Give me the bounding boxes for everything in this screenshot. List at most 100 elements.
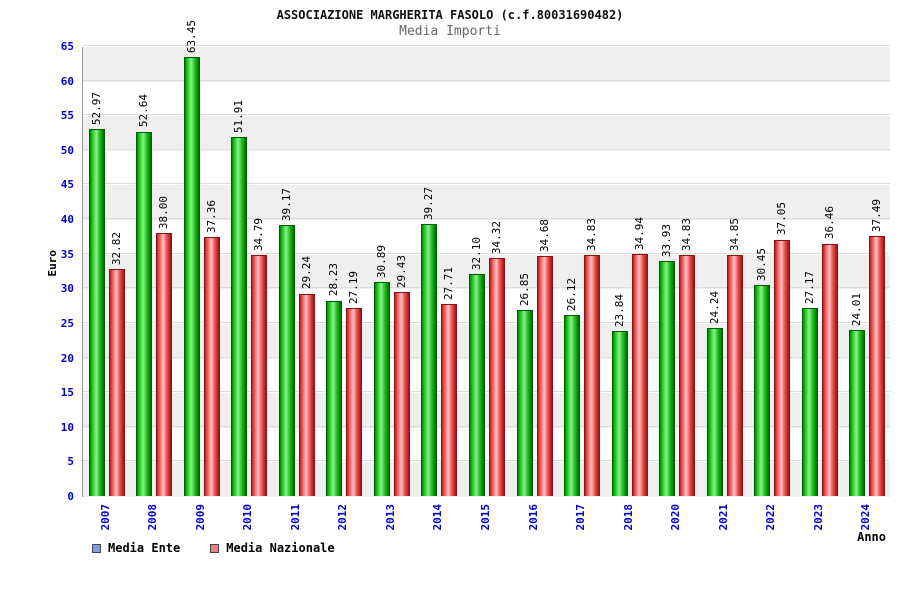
gridline <box>83 460 890 462</box>
y-tick-label: 50 <box>60 143 74 157</box>
grid-band <box>83 81 890 117</box>
bar-media-ente <box>659 261 676 496</box>
bar-value-label: 27.19 <box>347 270 361 304</box>
gridline <box>83 391 890 393</box>
bar-media-nazionale <box>108 268 125 496</box>
plot-area: 52.97 32.82 2007 52.64 38.00 2008 63.45 37.36 20… <box>82 20 890 531</box>
y-tick-label: 15 <box>60 386 74 400</box>
bar-value-label: 52.64 <box>137 94 151 128</box>
y-tick-label: 55 <box>60 109 74 123</box>
gridline <box>83 356 890 358</box>
bar-value-label: 36.46 <box>822 206 836 240</box>
bar-value-label: 37.36 <box>204 200 218 234</box>
bar-value-label: 34.32 <box>490 221 503 255</box>
x-tick-label: 2009 <box>193 504 207 531</box>
y-tick-label: 5 <box>67 455 74 469</box>
bar-value-label: 34.83 <box>585 217 599 251</box>
bar-value-label: 34.79 <box>252 218 266 252</box>
x-tick-label: 2012 <box>336 504 350 531</box>
x-tick-label: 2018 <box>621 504 635 531</box>
bar-media-ente <box>183 56 200 496</box>
bar-value-label: 39.17 <box>279 187 293 221</box>
bar-media-nazionale <box>774 239 791 496</box>
bar-value-label: 52.97 <box>89 92 103 126</box>
legend-label-media-nazionale: Media Nazionale <box>226 541 335 555</box>
bar-value-label: 30.89 <box>374 245 388 279</box>
grid-band <box>83 185 890 221</box>
bar-media-nazionale <box>441 304 458 496</box>
x-tick-label: 2022 <box>764 504 778 531</box>
y-tick-label: 40 <box>60 213 74 227</box>
y-tick-label: 30 <box>60 282 74 296</box>
bar-value-label: 38.00 <box>157 195 171 229</box>
gridline <box>83 183 890 185</box>
grid-band <box>83 116 890 151</box>
bar-media-ente <box>754 285 771 496</box>
gridline <box>83 45 890 46</box>
bar-value-label: 26.85 <box>517 273 531 307</box>
bar-media-nazionale <box>584 254 601 496</box>
bar-media-nazionale <box>726 254 743 496</box>
bar-media-ente <box>136 131 153 496</box>
bar-value-label: 24.01 <box>850 292 864 326</box>
bar-value-label: 32.82 <box>109 231 123 265</box>
bar-media-ente <box>849 329 866 496</box>
gridline <box>83 425 890 427</box>
bar-media-ente <box>469 273 485 496</box>
x-tick-label: 2015 <box>479 504 492 531</box>
gridline <box>83 218 890 220</box>
bar-value-label: 27.17 <box>802 270 816 304</box>
legend-swatch-media-ente <box>92 543 101 553</box>
bar-media-nazionale <box>869 236 886 496</box>
bar-value-label: 34.83 <box>680 217 694 251</box>
bar-value-label: 30.45 <box>755 248 769 282</box>
grid-band <box>83 150 890 186</box>
bar-value-label: 34.85 <box>727 217 741 251</box>
bar-media-nazionale <box>203 237 220 496</box>
grid-band <box>83 47 890 82</box>
x-tick-label: 2007 <box>98 504 112 531</box>
bar-media-nazionale <box>631 254 648 496</box>
bar-value-label: 27.71 <box>442 267 456 301</box>
gridline <box>83 79 890 81</box>
legend-swatch-media-nazionale <box>210 543 220 553</box>
chart-subtitle: Media Importi <box>399 24 501 39</box>
bar-value-label: 51.91 <box>232 99 246 133</box>
bar-media-ente <box>611 330 628 496</box>
bar-media-ente <box>801 307 818 496</box>
bar-media-nazionale <box>346 307 363 496</box>
bar-value-label: 33.93 <box>660 223 674 258</box>
bar-media-ente <box>564 315 581 496</box>
y-tick-label: 0 <box>67 490 74 503</box>
bar-media-nazionale <box>298 293 315 496</box>
bar-media-ente <box>88 129 105 496</box>
y-tick-label: 20 <box>60 351 74 365</box>
bar-value-label: 23.84 <box>612 293 626 327</box>
bar-media-ente <box>706 328 723 496</box>
bar-media-nazionale <box>393 292 410 496</box>
x-tick-label: 2013 <box>383 504 397 531</box>
y-tick-label: 45 <box>60 178 74 192</box>
x-tick-label: 2014 <box>431 504 445 531</box>
bar-value-label: 37.49 <box>870 199 884 233</box>
bar-media-nazionale <box>821 243 838 496</box>
gridline <box>83 252 890 254</box>
y-tick-label: 65 <box>60 40 74 53</box>
x-tick-label: 2011 <box>288 504 302 531</box>
x-tick-label: 2010 <box>241 504 255 531</box>
x-tick-label: 2024 <box>859 504 873 531</box>
bar-media-ente <box>516 310 533 496</box>
bar-media-ente <box>373 282 390 496</box>
bar-value-label: 29.43 <box>394 255 408 289</box>
y-tick-label: 10 <box>60 420 74 434</box>
bar-value-label: 34.68 <box>537 218 551 252</box>
x-tick-label: 2008 <box>146 504 160 531</box>
bar-media-nazionale <box>156 232 173 496</box>
x-tick-label: 2020 <box>669 504 683 531</box>
x-tick-label: 2023 <box>811 504 825 531</box>
x-axis-label: Anno <box>857 530 886 544</box>
legend: Media Ente Media Nazionale <box>92 541 335 555</box>
x-tick-label: 2016 <box>526 504 540 531</box>
bar-media-ente <box>231 136 248 496</box>
